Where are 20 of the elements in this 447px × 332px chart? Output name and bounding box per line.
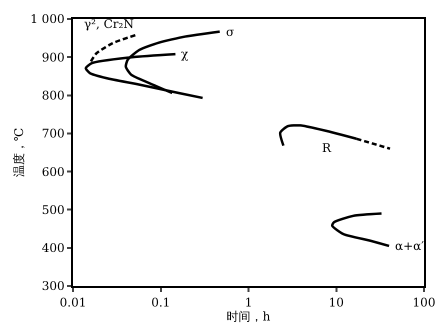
series-label: α+α′ (395, 239, 424, 253)
x-tick-label: 10 (328, 295, 344, 310)
y-tick-label: 400 (42, 241, 65, 256)
y-tick-label: 800 (42, 88, 65, 102)
y-tick-label: 600 (42, 164, 65, 179)
y-tick-label: 1 000 (30, 12, 65, 26)
x-axis-title: 时间，h (226, 309, 271, 324)
series-label: σ (226, 25, 234, 39)
y-axis-title: 温度，℃ (12, 128, 26, 178)
x-tick-label: 100 (412, 295, 436, 310)
y-tick-label: 900 (42, 50, 65, 64)
x-tick-label: 0.1 (151, 295, 170, 310)
y-tick-label: 700 (42, 126, 65, 141)
y-tick-label: 300 (42, 279, 65, 294)
x-tick-label: 0.01 (60, 295, 86, 310)
x-tick-label: 1 (244, 295, 252, 310)
series-label: R (322, 141, 332, 155)
series-label: χ (181, 47, 189, 61)
series-label: γ², Cr₂N (84, 17, 134, 31)
y-tick-label: 500 (42, 202, 65, 217)
